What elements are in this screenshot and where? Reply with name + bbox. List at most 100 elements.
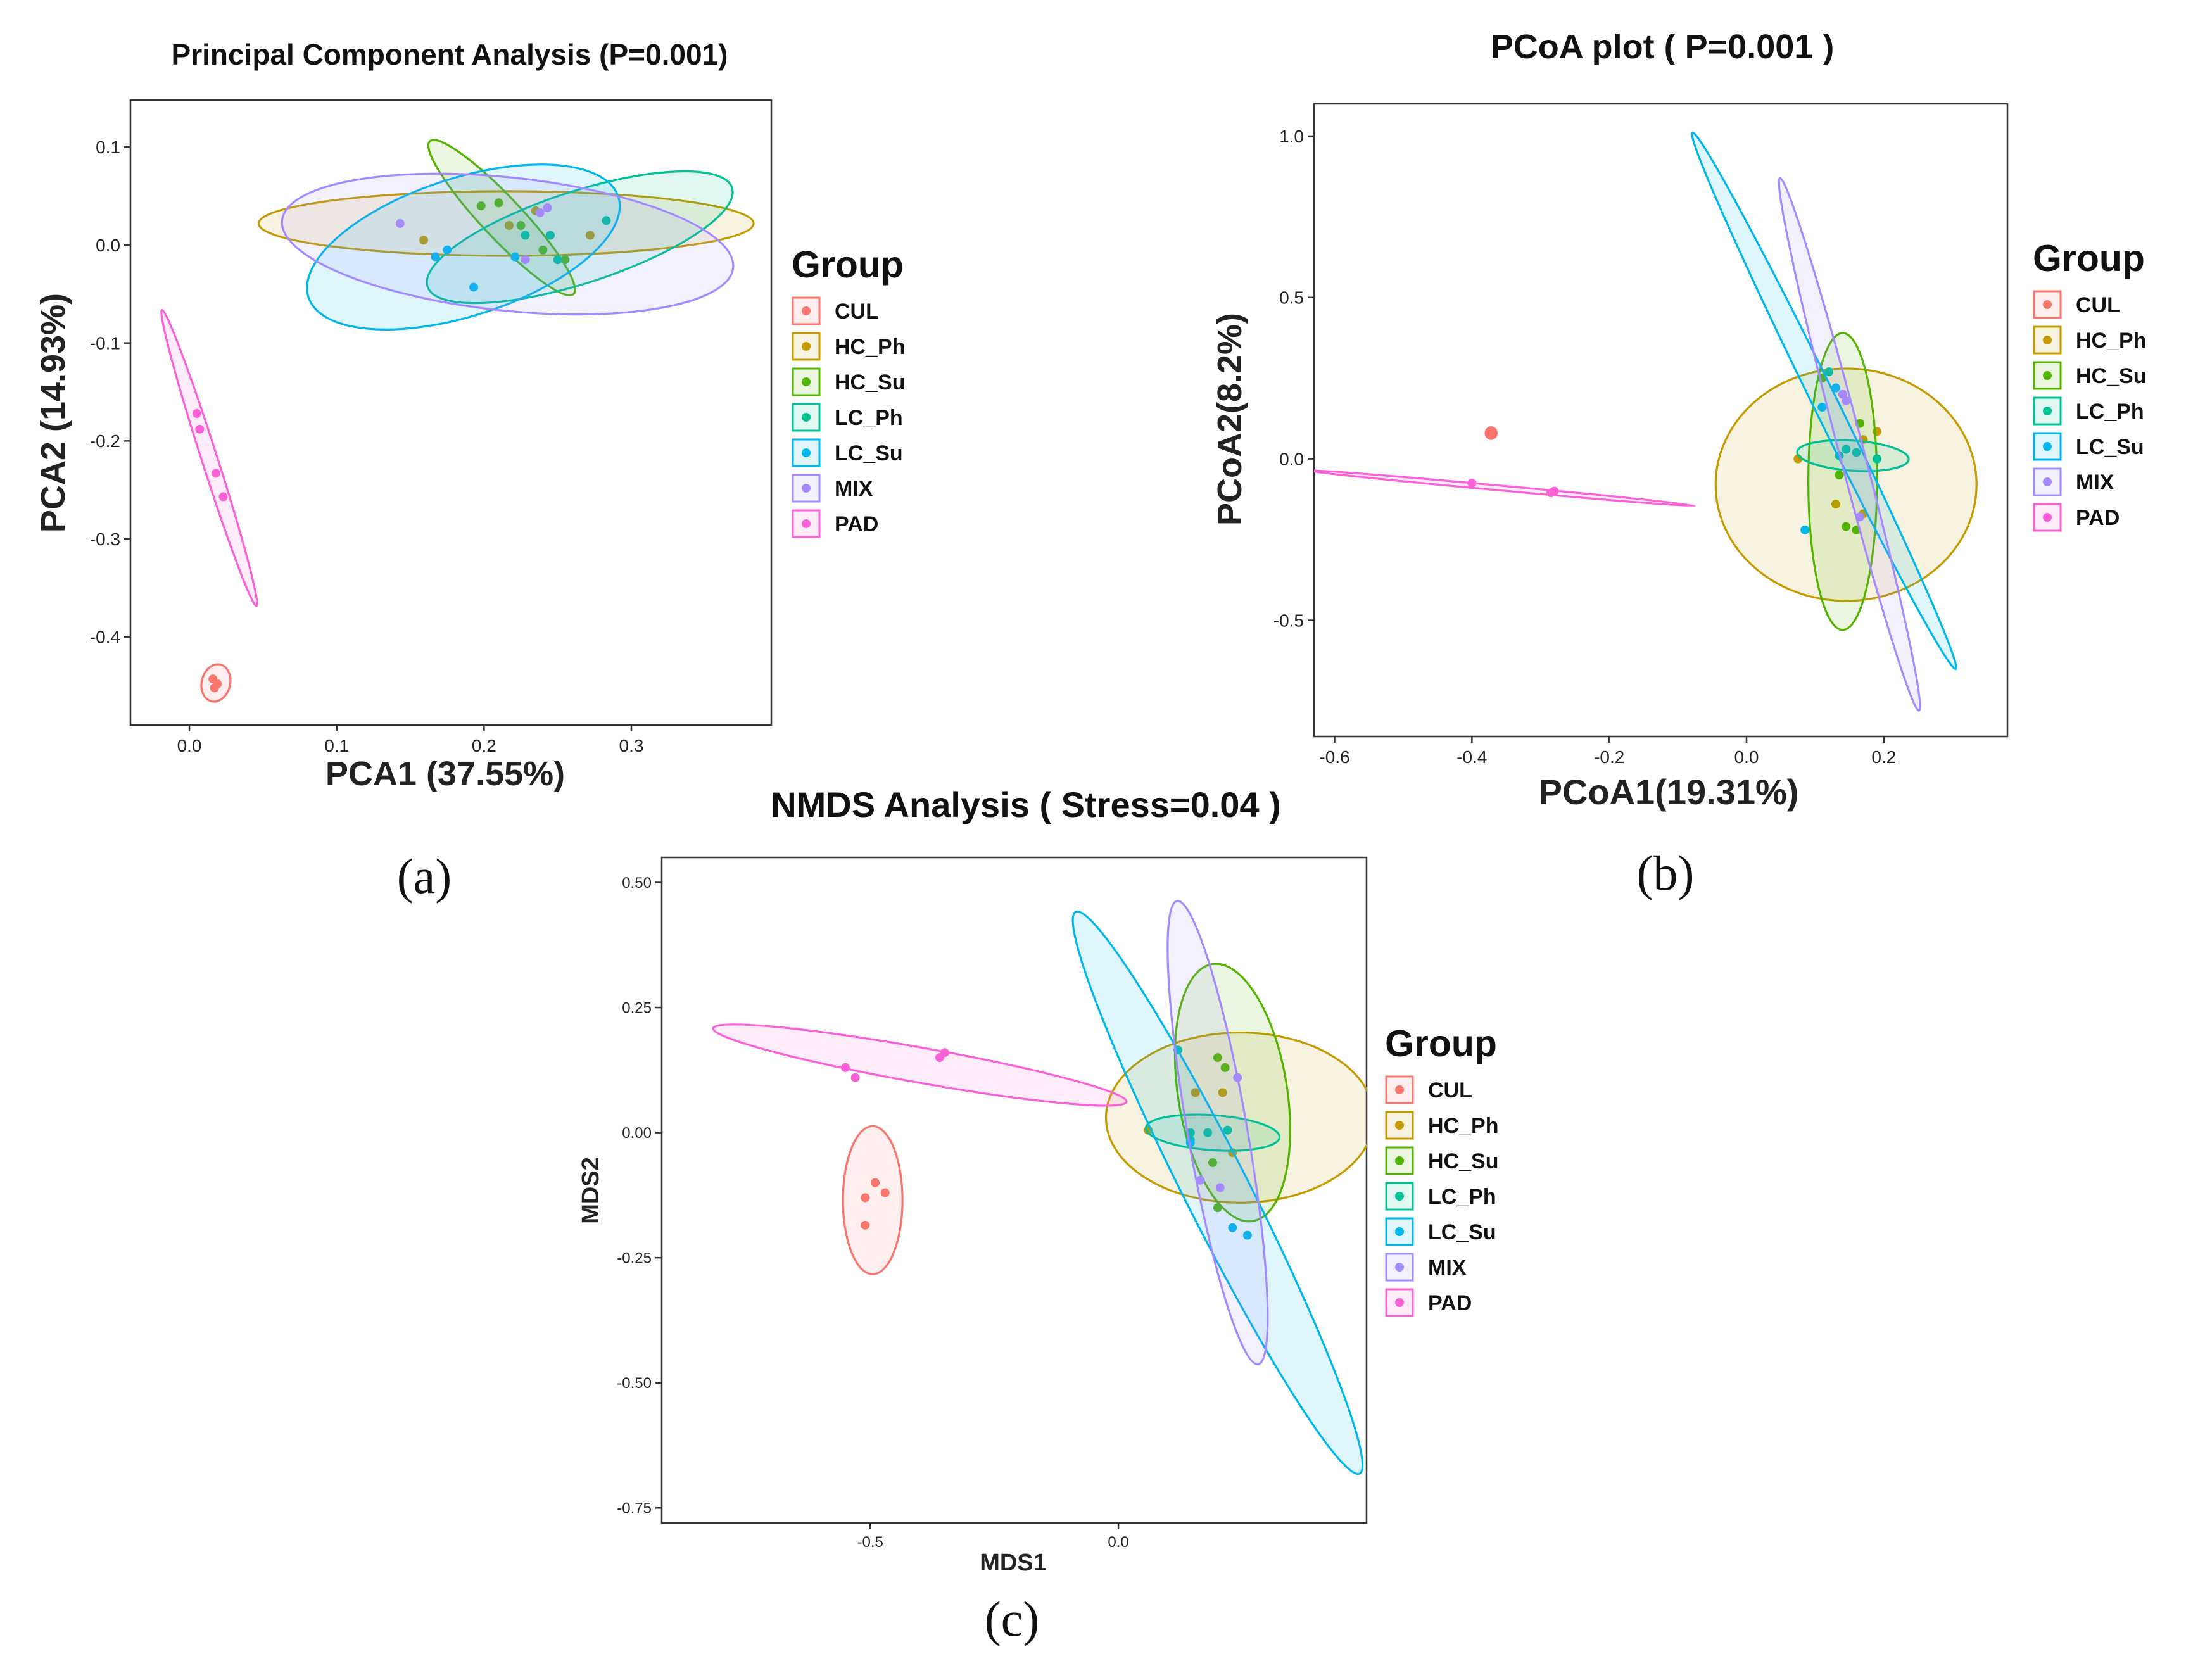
legend-title: Group xyxy=(1385,1023,1497,1064)
legend-key-dot xyxy=(2043,513,2052,522)
legend-label: HC_Su xyxy=(2076,364,2146,388)
panel-caption: (b) xyxy=(1637,845,1695,900)
series-mix xyxy=(1166,900,1269,1366)
chart-title: NMDS Analysis ( Stress=0.04 ) xyxy=(771,785,1281,824)
data-point xyxy=(1817,403,1827,412)
data-point xyxy=(850,1073,860,1082)
data-point xyxy=(1215,1183,1225,1192)
legend-key xyxy=(1385,1288,1414,1317)
confidence-ellipse-fill xyxy=(427,171,733,303)
data-point xyxy=(1852,448,1861,457)
legend-label: LC_Ph xyxy=(835,406,903,430)
y-tick-label: -0.1 xyxy=(90,333,120,353)
data-point xyxy=(861,1193,870,1203)
chart-title: Principal Component Analysis (P=0.001) xyxy=(172,38,728,71)
data-point xyxy=(431,252,440,262)
legend-key-dot xyxy=(1395,1192,1404,1201)
y-axis-title: PCA2 (14.93%) xyxy=(34,293,72,533)
confidence-ellipse xyxy=(1314,469,1696,507)
legend-item-lc-su: LC_Su xyxy=(1385,1217,1496,1246)
plot-panel xyxy=(1313,103,2009,738)
legend-key xyxy=(2033,290,2062,319)
data-point xyxy=(940,1048,949,1058)
legend-item-cul: CUL xyxy=(1385,1075,1472,1104)
data-point xyxy=(1550,486,1559,496)
confidence-ellipse-fill xyxy=(1691,132,1957,669)
data-point xyxy=(861,1220,870,1230)
data-point xyxy=(1835,471,1844,480)
series-mix xyxy=(281,172,735,316)
legend-label: PAD xyxy=(835,512,878,536)
legend: Group CUL HC_Ph HC_Su LC_Ph LC_Su MIX PAD xyxy=(792,244,905,538)
panel-caption: (a) xyxy=(397,849,452,904)
confidence-ellipse xyxy=(712,1023,1128,1107)
confidence-ellipse-fill xyxy=(843,1126,903,1275)
y-tick-label: 0.25 xyxy=(622,999,652,1016)
legend-item-mix: MIX xyxy=(2033,467,2114,496)
confidence-ellipse xyxy=(1691,131,1957,671)
confidence-ellipse-fill xyxy=(282,174,733,315)
y-tick-label: 0.5 xyxy=(1279,288,1304,308)
data-point xyxy=(553,255,562,265)
x-tick-label: 0.0 xyxy=(1108,1534,1128,1551)
x-tick-label: -0.5 xyxy=(857,1534,883,1551)
legend-key-dot xyxy=(802,306,811,315)
data-point xyxy=(419,236,428,245)
data-point xyxy=(521,231,530,240)
legend-label: HC_Ph xyxy=(1428,1114,1498,1138)
plot-area xyxy=(712,900,1367,1475)
y-tick-label: -0.5 xyxy=(1273,610,1304,630)
legend-item-mix: MIX xyxy=(792,474,873,503)
legend-key-dot xyxy=(1395,1298,1404,1307)
data-point xyxy=(521,255,530,265)
data-point xyxy=(1213,1203,1222,1213)
confidence-ellipse xyxy=(426,170,734,305)
data-point xyxy=(1191,1088,1200,1097)
confidence-ellipse-fill xyxy=(161,310,258,607)
x-tick-label: -0.2 xyxy=(1594,747,1624,767)
data-point xyxy=(871,1178,880,1187)
data-point xyxy=(516,221,526,231)
legend-item-mix: MIX xyxy=(1385,1253,1467,1282)
legend-key xyxy=(792,367,821,396)
legend-key xyxy=(792,296,821,325)
y-tick-label: 0.00 xyxy=(622,1125,652,1142)
x-tick-label: 0.2 xyxy=(472,736,496,755)
confidence-ellipse-fill xyxy=(713,1024,1127,1106)
legend-label: HC_Ph xyxy=(2076,329,2146,353)
data-point xyxy=(543,203,552,213)
data-point xyxy=(510,252,520,262)
y-tick-label: -0.3 xyxy=(90,529,120,549)
series-cul xyxy=(842,1125,904,1275)
legend-item-cul: CUL xyxy=(792,296,879,325)
legend-item-lc-ph: LC_Ph xyxy=(2033,396,2144,426)
confidence-ellipse xyxy=(1796,439,1910,472)
legend-label: CUL xyxy=(2076,293,2120,317)
confidence-ellipse xyxy=(427,139,576,296)
legend-label: CUL xyxy=(1428,1078,1472,1102)
legend-key-dot xyxy=(2043,336,2052,344)
data-point xyxy=(1467,478,1477,488)
chart-title: PCoA plot ( P=0.001 ) xyxy=(1491,28,1835,66)
confidence-ellipse-fill xyxy=(1175,964,1291,1222)
series-mix xyxy=(1778,177,1921,712)
legend-item-hc-su: HC_Su xyxy=(792,367,905,396)
legend-key-dot xyxy=(802,413,811,422)
legend-item-hc-ph: HC_Ph xyxy=(2033,325,2146,355)
chart-c: NMDS Analysis ( Stress=0.04 ) -0.5 0.0 0.50… xyxy=(578,785,1498,1646)
data-point xyxy=(1242,1230,1252,1240)
confidence-ellipse xyxy=(1714,367,1978,602)
plot-area xyxy=(1314,131,1978,712)
legend-key-dot xyxy=(1395,1156,1404,1165)
legend-key-dot xyxy=(802,448,811,457)
y-tick-label: -0.4 xyxy=(90,628,120,647)
data-point xyxy=(443,245,452,255)
legend-label: LC_Su xyxy=(2076,435,2144,459)
legend-label: HC_Su xyxy=(1428,1149,1498,1173)
legend-item-hc-ph: HC_Ph xyxy=(1385,1111,1498,1140)
y-axis-title: MDS2 xyxy=(578,1157,604,1224)
confidence-ellipse-fill xyxy=(1779,178,1921,711)
legend-key-dot xyxy=(802,484,811,493)
series-lc-su xyxy=(1691,131,1957,671)
legend-label: LC_Ph xyxy=(1428,1185,1496,1209)
